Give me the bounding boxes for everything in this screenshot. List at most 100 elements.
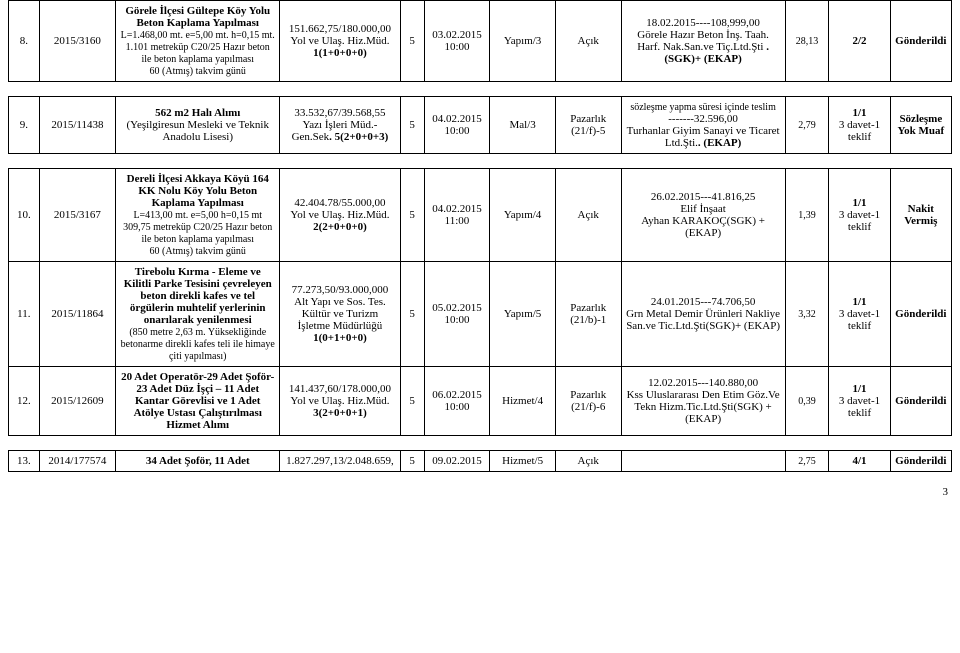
cell-type: Hizmet/5 [490, 451, 556, 472]
cell-amount: 77.273,50/93.000,000 Alt Yapı ve Sos. Te… [280, 262, 400, 367]
desc-sub: L=413,00 mt. e=5,00 h=0,15 mt [133, 210, 262, 221]
cell-date: 06.02.2015 10:00 [424, 367, 490, 436]
cell-bid: 1/1 3 davet-1 teklif [829, 367, 890, 436]
cell-bid: 1/1 3 davet-1 teklif [829, 169, 890, 262]
amount-line: Alt Yapı ve Sos. Tes. Kültür ve Turizm İ… [294, 296, 386, 332]
award-line: . (EKAP) [698, 137, 741, 149]
status-text: Sözleşme Yok Muaf [897, 113, 944, 137]
cell-award: 18.02.2015----108,999,00 Görele Hazır Be… [621, 1, 785, 82]
page-number: 3 [8, 486, 952, 498]
award-line: 24.01.2015---74.706,50 [651, 296, 756, 308]
desc-sub: (Yeşilgiresun Mesleki ve Teknik Anadolu … [127, 119, 269, 143]
cell-type: Yapım/5 [490, 262, 556, 367]
cell-date: 04.02.2015 11:00 [424, 169, 490, 262]
cell-bid: 1/1 3 davet-1 teklif [829, 97, 890, 154]
table-block-1: 8. 2015/3160 Görele İlçesi Gültepe Köy Y… [8, 0, 952, 82]
cell-desc: 20 Adet Operatör-29 Adet Şoför-23 Adet D… [116, 367, 280, 436]
bid-text: 3 davet-1 teklif [839, 308, 880, 332]
table-row: 8. 2015/3160 Görele İlçesi Gültepe Köy Y… [9, 1, 952, 82]
desc-sub: (850 metre 2,63 m. Yüksekliğinde betonar… [121, 327, 275, 362]
award-line: Grn Metal Demir Ürünleri Nakliye San.ve … [626, 308, 780, 332]
cell-n5: 5 [400, 169, 424, 262]
amount-line: 3(2+0+0+1) [313, 407, 367, 419]
cell-open: Pazarlık (21/f)-5 [555, 97, 621, 154]
cell-bid: 1/1 3 davet-1 teklif [829, 262, 890, 367]
desc-main: Görele İlçesi Gültepe Köy Yolu Beton Kap… [125, 5, 270, 29]
award-line: 18.02.2015----108,999,00 [646, 17, 760, 29]
bid-text: 3 davet-1 teklif [839, 395, 880, 419]
cell-type: Yapım/3 [490, 1, 556, 82]
cell-ref: 2015/11438 [39, 97, 116, 154]
cell-status: Sözleşme Yok Muaf [890, 97, 951, 154]
cell-sn: 12. [9, 367, 40, 436]
bid-text: 1/1 [852, 383, 866, 395]
award-line: Elif İnşaat [680, 203, 726, 215]
bid-text: 1/1 [852, 197, 866, 209]
cell-status: Gönderildi [890, 262, 951, 367]
amount-line: Yol ve Ulaş. Hiz.Müd. [290, 35, 389, 47]
cell-sn: 9. [9, 97, 40, 154]
amount-line: 42.404.78/55.000,00 [294, 197, 385, 209]
desc-sub: 60 (Atmış) takvim günü [150, 66, 246, 77]
table-block-4: 13. 2014/177574 34 Adet Şoför, 11 Adet 1… [8, 450, 952, 472]
award-line: 26.02.2015---41.816,25 [651, 191, 756, 203]
amount-line: 1(0+1+0+0) [313, 332, 367, 344]
desc-sub: 1.101 metreküp C20/25 Hazır beton ile be… [126, 42, 270, 65]
cell-bid: 2/2 [829, 1, 890, 82]
cell-date: 03.02.2015 10:00 [424, 1, 490, 82]
page: 8. 2015/3160 Görele İlçesi Gültepe Köy Y… [0, 0, 960, 506]
amount-line: 2(2+0+0+0) [313, 221, 367, 233]
amount-line: Yol ve Ulaş. Hiz.Müd. [290, 395, 389, 407]
desc-main: Dereli İlçesi Akkaya Köyü 164 KK Nolu Kö… [127, 173, 269, 209]
cell-ref: 2015/11864 [39, 262, 116, 367]
cell-pct: 2,79 [785, 97, 829, 154]
cell-award: sözleşme yapma süresi içinde teslim ----… [621, 97, 785, 154]
cell-pct: 0,39 [785, 367, 829, 436]
cell-open: Pazarlık (21/f)-6 [555, 367, 621, 436]
desc-main: 34 Adet Şoför, 11 Adet [146, 455, 250, 467]
cell-desc: 34 Adet Şoför, 11 Adet [116, 451, 280, 472]
cell-pct: 3,32 [785, 262, 829, 367]
cell-sn: 8. [9, 1, 40, 82]
bid-text: 3 davet-1 teklif [839, 209, 880, 233]
cell-date: 09.02.2015 [424, 451, 490, 472]
cell-pct: 2,75 [785, 451, 829, 472]
cell-amount: 1.827.297,13/2.048.659, [280, 451, 400, 472]
cell-bid: 4/1 [829, 451, 890, 472]
amount-line: 33.532,67/39.568,55 [294, 107, 385, 119]
desc-main: 562 m2 Halı Alımı [155, 107, 240, 119]
cell-award: 24.01.2015---74.706,50 Grn Metal Demir Ü… [621, 262, 785, 367]
cell-n5: 5 [400, 367, 424, 436]
cell-sn: 10. [9, 169, 40, 262]
cell-n5: 5 [400, 1, 424, 82]
cell-amount: 141.437,60/178.000,00 Yol ve Ulaş. Hiz.M… [280, 367, 400, 436]
table-row: 12. 2015/12609 20 Adet Operatör-29 Adet … [9, 367, 952, 436]
desc-sub: 309,75 metreküp C20/25 Hazır beton ile b… [123, 222, 272, 245]
cell-ref: 2015/3160 [39, 1, 116, 82]
amount-line: 141.437,60/178.000,00 [289, 383, 391, 395]
award-line: -------32.596,00 [668, 113, 738, 125]
status-text: Gönderildi [895, 308, 946, 320]
cell-n5: 5 [400, 262, 424, 367]
cell-status: Gönderildi [890, 367, 951, 436]
cell-amount: 33.532,67/39.568,55 Yazı İşleri Müd.- Ge… [280, 97, 400, 154]
cell-pct: 28,13 [785, 1, 829, 82]
status-text: Gönderildi [895, 395, 946, 407]
cell-date: 04.02.2015 10:00 [424, 97, 490, 154]
status-text: Gönderildi [895, 35, 946, 47]
cell-desc: Görele İlçesi Gültepe Köy Yolu Beton Kap… [116, 1, 280, 82]
table-row: 9. 2015/11438 562 m2 Halı Alımı (Yeşilgi… [9, 97, 952, 154]
cell-pct: 1,39 [785, 169, 829, 262]
amount-line: 77.273,50/93.000,000 [292, 284, 389, 296]
bid-text: 1/1 [852, 296, 866, 308]
desc-sub: 60 (Atmış) takvim günü [150, 246, 246, 257]
desc-main: Tirebolu Kırma - Eleme ve Kilitli Parke … [124, 266, 272, 326]
table-row: 11. 2015/11864 Tirebolu Kırma - Eleme ve… [9, 262, 952, 367]
award-line: Ayhan KARAKOÇ(SGK) +(EKAP) [641, 215, 765, 239]
table-block-3: 10. 2015/3167 Dereli İlçesi Akkaya Köyü … [8, 168, 952, 436]
bid-text: 4/1 [852, 455, 866, 467]
cell-n5: 5 [400, 97, 424, 154]
cell-sn: 11. [9, 262, 40, 367]
cell-type: Mal/3 [490, 97, 556, 154]
cell-desc: Dereli İlçesi Akkaya Köyü 164 KK Nolu Kö… [116, 169, 280, 262]
